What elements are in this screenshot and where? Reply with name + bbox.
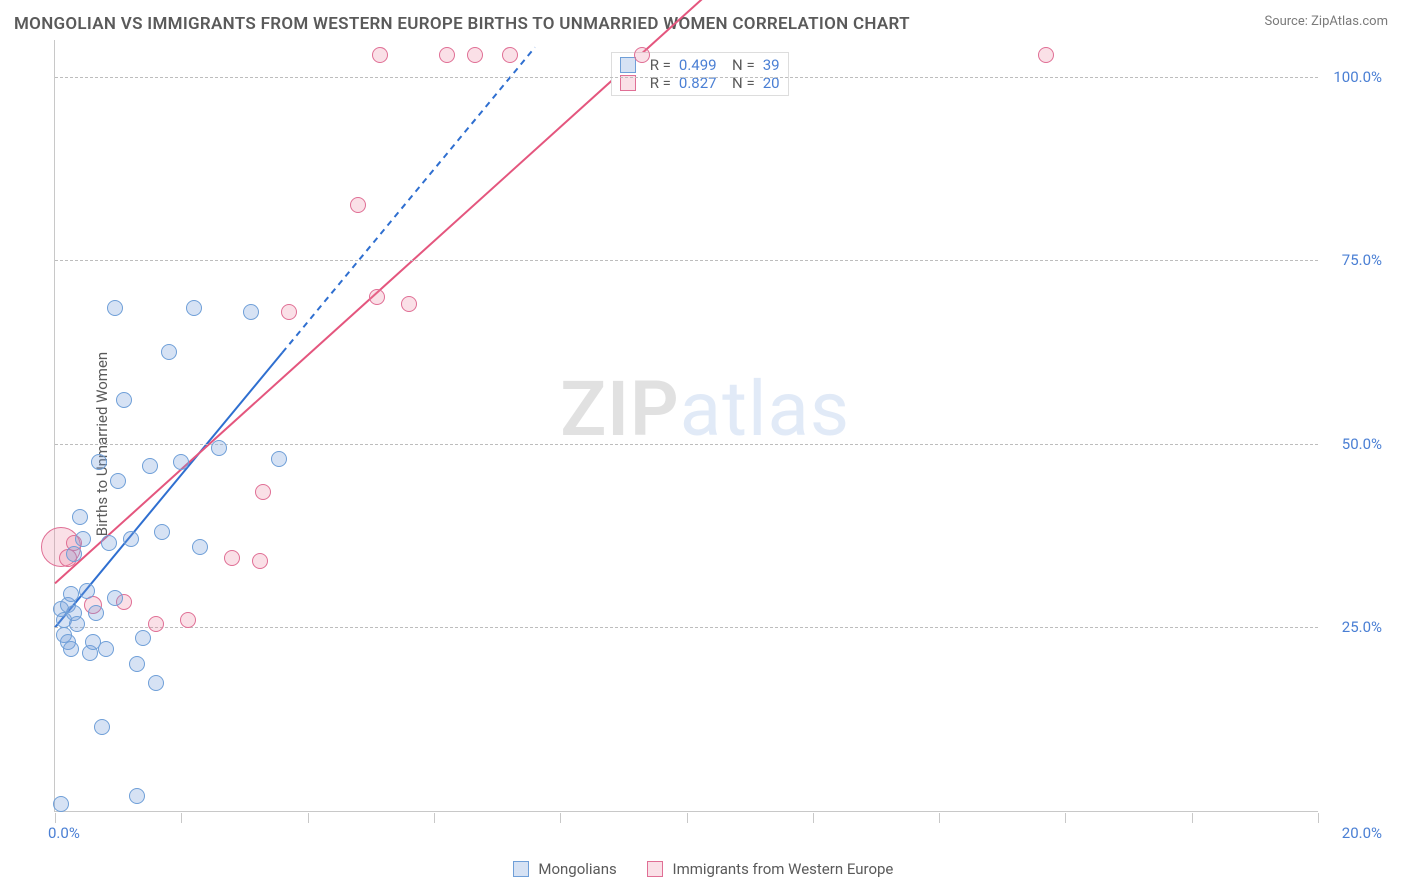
r-value-a: 0.499 <box>679 56 717 74</box>
y-tick-label: 100.0% <box>1333 68 1382 86</box>
swatch-a-icon <box>620 57 636 73</box>
chart-title: MONGOLIAN VS IMMIGRANTS FROM WESTERN EUR… <box>14 14 910 34</box>
y-tick-label: 25.0% <box>1342 618 1382 636</box>
data-point-a <box>116 392 132 408</box>
data-point-a <box>88 605 104 621</box>
x-tick <box>687 813 688 823</box>
data-point-b <box>634 47 650 63</box>
gridline <box>55 77 1318 78</box>
data-point-a <box>129 656 145 672</box>
x-tick <box>1192 813 1193 823</box>
x-tick <box>1318 813 1319 823</box>
data-point-b <box>467 47 483 63</box>
data-point-a <box>192 539 208 555</box>
legend-label-a: Mongolians <box>538 860 616 878</box>
x-tick <box>181 813 182 823</box>
data-point-a <box>211 440 227 456</box>
data-point-a <box>243 304 259 320</box>
data-point-a <box>123 531 139 547</box>
data-point-b <box>1038 47 1054 63</box>
x-tick <box>813 813 814 823</box>
data-point-a <box>173 454 189 470</box>
y-tick-label: 75.0% <box>1342 251 1382 269</box>
data-point-b <box>224 550 240 566</box>
data-point-a <box>186 300 202 316</box>
data-point-a <box>161 344 177 360</box>
legend-item-a: Mongolians <box>513 860 617 878</box>
data-point-a <box>75 531 91 547</box>
data-point-a <box>91 454 107 470</box>
gridline <box>55 444 1318 445</box>
data-point-a <box>110 473 126 489</box>
legend-item-b: Immigrants from Western Europe <box>647 860 894 878</box>
data-point-a <box>63 641 79 657</box>
data-point-b <box>369 289 385 305</box>
x-tick <box>308 813 309 823</box>
data-point-a <box>135 630 151 646</box>
chart-area: Births to Unmarried Women ZIPatlas R = 0… <box>14 40 1388 848</box>
data-point-b <box>255 484 271 500</box>
x-tick <box>434 813 435 823</box>
gridline <box>55 627 1318 628</box>
data-point-b <box>281 304 297 320</box>
bottom-legend: Mongolians Immigrants from Western Europ… <box>0 860 1406 878</box>
watermark-part-2: atlas <box>680 364 850 454</box>
source-attribution: Source: ZipAtlas.com <box>1264 14 1388 29</box>
data-point-b <box>439 47 455 63</box>
data-point-b <box>180 612 196 628</box>
legend-label-b: Immigrants from Western Europe <box>672 860 893 878</box>
data-point-a <box>69 616 85 632</box>
data-point-a <box>107 300 123 316</box>
data-point-b <box>148 616 164 632</box>
stats-label: R = <box>650 56 671 74</box>
watermark: ZIPatlas <box>560 364 850 454</box>
data-point-a <box>72 509 88 525</box>
x-tick <box>939 813 940 823</box>
data-point-a <box>271 451 287 467</box>
data-point-a <box>53 796 69 812</box>
x-tick <box>560 813 561 823</box>
data-point-a <box>142 458 158 474</box>
data-point-a <box>148 675 164 691</box>
data-point-b <box>350 197 366 213</box>
y-tick-label: 50.0% <box>1342 435 1382 453</box>
legend-swatch-a-icon <box>513 861 529 877</box>
watermark-part-1: ZIP <box>560 364 680 454</box>
stats-label: N = <box>725 56 755 74</box>
plot-region: ZIPatlas R = 0.499 N = 39 R = 0.827 N = … <box>54 40 1318 812</box>
data-point-a <box>66 546 82 562</box>
data-point-a <box>63 586 79 602</box>
x-tick <box>55 813 56 823</box>
legend-swatch-b-icon <box>647 861 663 877</box>
n-value-a: 39 <box>763 56 780 74</box>
data-point-a <box>101 535 117 551</box>
data-point-a <box>154 524 170 540</box>
data-point-a <box>129 788 145 804</box>
data-point-a <box>98 641 114 657</box>
x-origin-label: 0.0% <box>48 824 80 842</box>
data-point-b <box>372 47 388 63</box>
gridline <box>55 260 1318 261</box>
data-point-b <box>401 296 417 312</box>
data-point-a <box>107 590 123 606</box>
x-max-label: 20.0% <box>1342 824 1382 842</box>
data-point-b <box>502 47 518 63</box>
trend-lines-layer <box>55 40 1318 811</box>
x-tick <box>1065 813 1066 823</box>
data-point-a <box>79 583 95 599</box>
data-point-a <box>94 719 110 735</box>
data-point-b <box>252 553 268 569</box>
